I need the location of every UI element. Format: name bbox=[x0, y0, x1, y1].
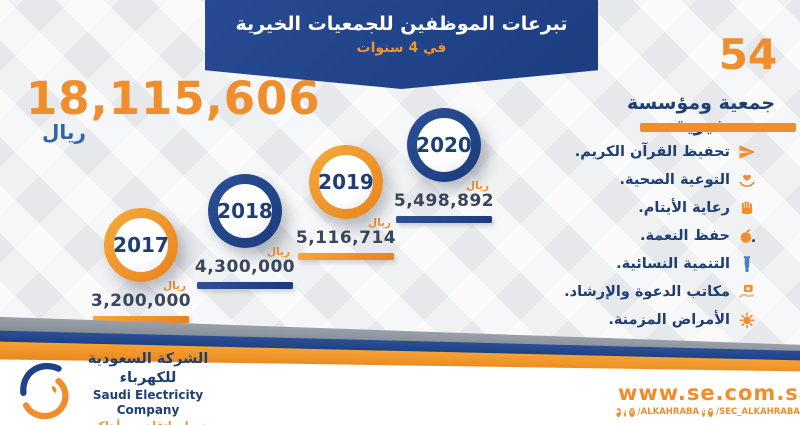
social-handle-secondary: /SEC_ALKAHRABA bbox=[716, 407, 800, 418]
milestone-2020: 2020 ريال 5,498,892 bbox=[389, 108, 499, 223]
year-circle-2018: 2018 bbox=[208, 174, 282, 248]
year-label: 2019 bbox=[318, 155, 374, 209]
donation-value: 4,300,000 bbox=[194, 257, 296, 277]
company-name-block: الشركة السعودية للكهرباء Saudi Electrici… bbox=[80, 350, 216, 425]
list-item: حفظ النعمة. bbox=[564, 225, 756, 246]
social-handles-row: ▶ f ◎ /ALKAHRABA t ✦ /SEC_ALKAHRABA bbox=[616, 407, 800, 418]
list-item: رعاية الأيتام. bbox=[564, 197, 756, 218]
list-item: التنمية النسائية. bbox=[564, 253, 756, 274]
donation-value: 5,116,714 bbox=[295, 228, 397, 248]
milestone-2019: 2019 ريال 5,116,714 bbox=[291, 145, 401, 260]
quran-plane-icon bbox=[739, 144, 756, 159]
chronic-disease-icon bbox=[739, 311, 755, 328]
value-underline-bar bbox=[298, 252, 394, 260]
grand-total-currency: ريال bbox=[42, 119, 86, 144]
currency-label: ريال bbox=[367, 217, 391, 229]
company-name-arabic: الشركة السعودية للكهرباء bbox=[87, 351, 209, 386]
year-circle-2019: 2019 bbox=[309, 145, 383, 219]
currency-label: ريال bbox=[266, 246, 290, 258]
charity-category-label: حفظ النعمة. bbox=[639, 227, 730, 244]
milestone-2018: 2018 ريال 4,300,000 bbox=[190, 174, 300, 289]
website-url: www.se.com.sa bbox=[618, 381, 800, 405]
facebook-icon: f bbox=[623, 407, 627, 417]
grand-total-amount: 18,115,606 bbox=[26, 72, 321, 125]
charity-category-label: تحفيظ القرآن الكريم. bbox=[574, 143, 730, 160]
charity-category-label: التوعية الصحية. bbox=[619, 171, 730, 188]
health-hands-heart-icon bbox=[739, 174, 755, 187]
twitter-icon: t bbox=[702, 407, 705, 417]
year-label: 2018 bbox=[217, 184, 273, 238]
social-handle-primary: /ALKAHRABA bbox=[637, 407, 700, 418]
currency-label: ريال bbox=[465, 180, 489, 192]
youtube-icon: ▶ bbox=[616, 407, 621, 417]
charities-divider-bar bbox=[640, 123, 796, 132]
company-logo-block: الشركة السعودية للكهرباء Saudi Electrici… bbox=[18, 350, 216, 425]
year-circle-2017: 2017 bbox=[104, 208, 178, 282]
website-block: www.se.com.sa ▶ f ◎ /ALKAHRABA t ✦ /SEC_… bbox=[616, 381, 800, 418]
page-title: تبرعات الموظفين للجمعيات الخيرية bbox=[235, 13, 568, 35]
list-item: الأمراض المزمنة. bbox=[564, 309, 756, 330]
dawah-guidance-icon: e bbox=[738, 284, 755, 298]
charity-category-label: مكاتب الدعوة والإرشاد. bbox=[564, 283, 730, 300]
year-circle-2020: 2020 bbox=[407, 108, 481, 182]
charity-category-list: تحفيظ القرآن الكريم. التوعية الصحية. رعا… bbox=[564, 141, 756, 330]
page-subtitle: في 4 سنوات bbox=[356, 40, 447, 56]
header-ribbon: تبرعات الموظفين للجمعيات الخيرية في 4 سن… bbox=[205, 0, 598, 89]
company-tagline: نعمل بإتقان من أجلكم bbox=[80, 419, 216, 425]
charity-category-label: الأمراض المزمنة. bbox=[608, 311, 730, 328]
charity-category-label: التنمية النسائية. bbox=[616, 255, 730, 272]
charities-count: 54 bbox=[718, 30, 778, 79]
snapchat-icon: ✦ bbox=[707, 407, 713, 417]
food-preservation-icon bbox=[740, 228, 755, 243]
year-label: 2017 bbox=[113, 218, 169, 272]
svg-text:e: e bbox=[746, 284, 750, 292]
women-ribbon-icon bbox=[743, 255, 751, 272]
orphan-hand-icon bbox=[741, 200, 753, 214]
list-item: التوعية الصحية. bbox=[564, 169, 756, 190]
company-name-english: Saudi Electricity Company bbox=[92, 387, 204, 418]
sec-swirl-logo-icon bbox=[20, 363, 69, 420]
year-label: 2020 bbox=[416, 118, 472, 172]
list-item: تحفيظ القرآن الكريم. bbox=[564, 141, 756, 162]
milestone-2017: 2017 ريال 3,200,000 bbox=[86, 208, 196, 323]
value-underline-bar bbox=[93, 315, 189, 323]
value-underline-bar bbox=[197, 281, 293, 289]
donation-value: 3,200,000 bbox=[90, 291, 192, 311]
donation-value: 5,498,892 bbox=[393, 191, 495, 211]
value-underline-bar bbox=[396, 215, 492, 223]
list-item: e مكاتب الدعوة والإرشاد. bbox=[564, 281, 756, 302]
charity-category-label: رعاية الأيتام. bbox=[638, 199, 730, 216]
grand-total: 18,115,606 ريال bbox=[26, 72, 321, 144]
instagram-icon: ◎ bbox=[629, 407, 635, 417]
currency-label: ريال bbox=[162, 280, 186, 292]
